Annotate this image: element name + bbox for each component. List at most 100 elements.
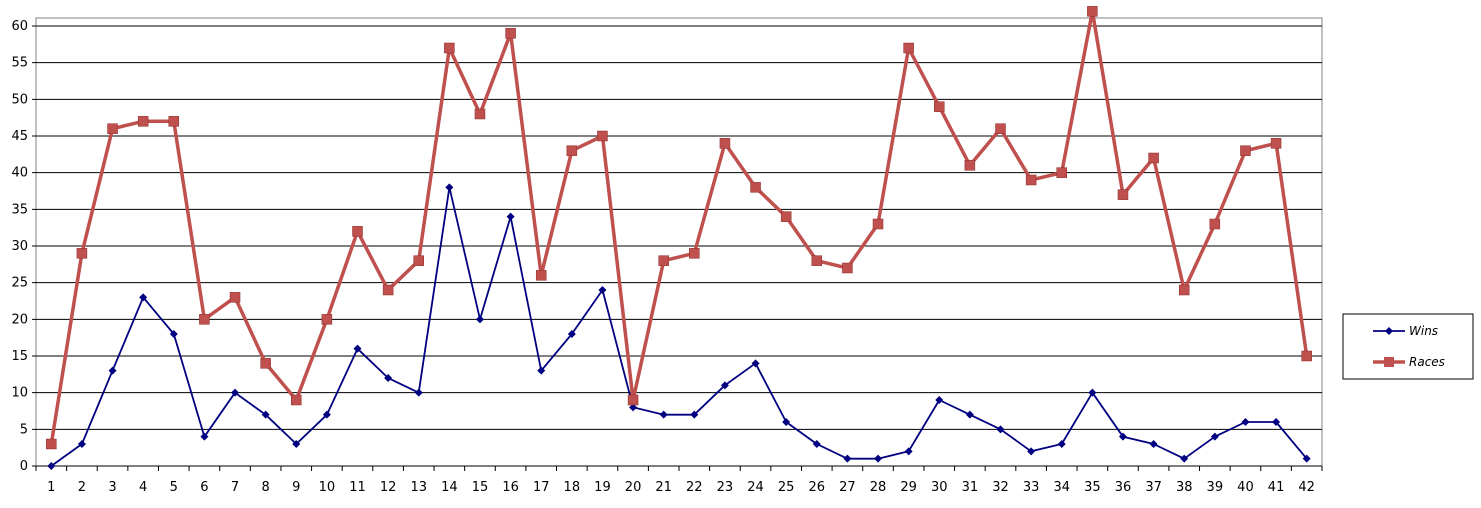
x-tick-label: 25 <box>778 480 795 495</box>
legend-item-wins: Wins <box>1373 324 1438 338</box>
data-point <box>322 410 331 419</box>
x-tick-label: 7 <box>231 480 239 495</box>
plot-series <box>46 6 1312 470</box>
x-axis: 1 2 3 4 5 6 7 8 9 10 11 12 13 14 15 16 17 18 19 20 21 22 23 24 2… <box>35 466 1323 495</box>
x-tick-label: 19 <box>594 480 611 495</box>
data-point <box>812 440 821 448</box>
data-point <box>321 314 333 325</box>
x-tick-label: 39 <box>1207 480 1224 495</box>
x-tick-label: 27 <box>839 480 856 495</box>
data-point <box>567 330 576 338</box>
data-point <box>658 255 669 266</box>
data-point <box>1117 189 1129 200</box>
data-point <box>1027 447 1036 456</box>
x-tick-label: 8 <box>262 480 270 495</box>
series-races <box>46 6 1312 450</box>
x-tick-label: 1 <box>47 480 55 495</box>
data-point <box>1272 418 1281 426</box>
data-point <box>903 42 914 54</box>
y-tick-label: 10 <box>11 386 28 401</box>
data-point <box>874 454 883 463</box>
data-point <box>995 123 1006 134</box>
data-point <box>659 410 668 419</box>
y-tick-label: 35 <box>11 202 28 217</box>
data-point <box>1210 432 1219 441</box>
data-point <box>137 116 149 127</box>
data-point <box>352 226 363 237</box>
data-point <box>720 381 729 390</box>
data-point <box>77 440 86 448</box>
data-point <box>292 440 301 448</box>
data-point <box>46 438 57 450</box>
x-tick-label: 16 <box>502 480 519 495</box>
legend-marker <box>1384 357 1394 367</box>
data-point <box>1087 6 1098 17</box>
data-point <box>414 388 423 397</box>
data-point <box>1302 454 1311 463</box>
x-tick-label: 14 <box>441 480 458 495</box>
x-tick-label: 13 <box>410 480 427 495</box>
x-tick-label: 40 <box>1237 480 1254 495</box>
data-point <box>537 366 546 375</box>
data-point <box>843 454 852 463</box>
data-point <box>168 116 180 127</box>
data-point <box>76 248 88 259</box>
y-tick-label: 25 <box>11 276 28 291</box>
data-point <box>384 374 393 382</box>
data-point <box>934 101 945 112</box>
data-point <box>935 396 944 404</box>
data-point <box>1148 152 1159 164</box>
y-tick-label: 40 <box>11 166 28 181</box>
data-point <box>261 410 270 419</box>
x-tick-label: 3 <box>108 480 116 495</box>
y-tick-label: 45 <box>11 129 28 144</box>
series-line <box>50 186 1308 467</box>
data-point <box>108 366 117 375</box>
data-point <box>1209 218 1221 230</box>
x-tick-label: 5 <box>170 480 178 495</box>
y-tick-label: 30 <box>11 239 28 254</box>
data-point <box>782 418 791 426</box>
y-tick-label: 60 <box>11 19 28 34</box>
y-tick-label: 0 <box>20 459 28 474</box>
data-point <box>1240 145 1251 156</box>
data-point <box>1118 432 1127 441</box>
data-point <box>475 315 484 324</box>
data-point <box>965 410 974 419</box>
data-point <box>1149 440 1158 448</box>
data-point <box>719 138 731 149</box>
data-point <box>506 212 515 221</box>
x-tick-label: 10 <box>319 480 336 495</box>
x-tick-label: 32 <box>992 480 1009 495</box>
data-point <box>445 183 454 192</box>
data-point <box>260 358 271 369</box>
data-point <box>1057 440 1066 448</box>
data-point <box>566 145 578 156</box>
data-point <box>598 286 607 294</box>
data-point <box>597 130 608 142</box>
data-point <box>1025 174 1037 186</box>
data-point <box>842 262 853 274</box>
data-point <box>444 42 455 54</box>
data-point <box>750 182 761 193</box>
x-tick-label: 6 <box>200 480 208 495</box>
data-point <box>689 248 700 259</box>
data-point <box>1301 350 1312 362</box>
x-tick-label: 37 <box>1145 480 1162 495</box>
data-point <box>629 403 638 412</box>
x-tick-label: 12 <box>380 480 397 495</box>
x-tick-label: 26 <box>809 480 826 495</box>
plot-area-border <box>35 17 1323 467</box>
data-point <box>996 425 1005 434</box>
x-tick-label: 28 <box>870 480 887 495</box>
series-wins <box>47 183 1311 470</box>
x-tick-label: 34 <box>1053 480 1070 495</box>
series-line <box>49 9 1309 445</box>
data-point <box>690 410 699 419</box>
data-point <box>139 293 148 302</box>
legend-marker <box>1385 327 1393 335</box>
y-tick-label: 55 <box>11 56 28 71</box>
data-point <box>1178 284 1190 296</box>
y-tick-label: 50 <box>11 92 28 107</box>
x-tick-label: 30 <box>931 480 948 495</box>
